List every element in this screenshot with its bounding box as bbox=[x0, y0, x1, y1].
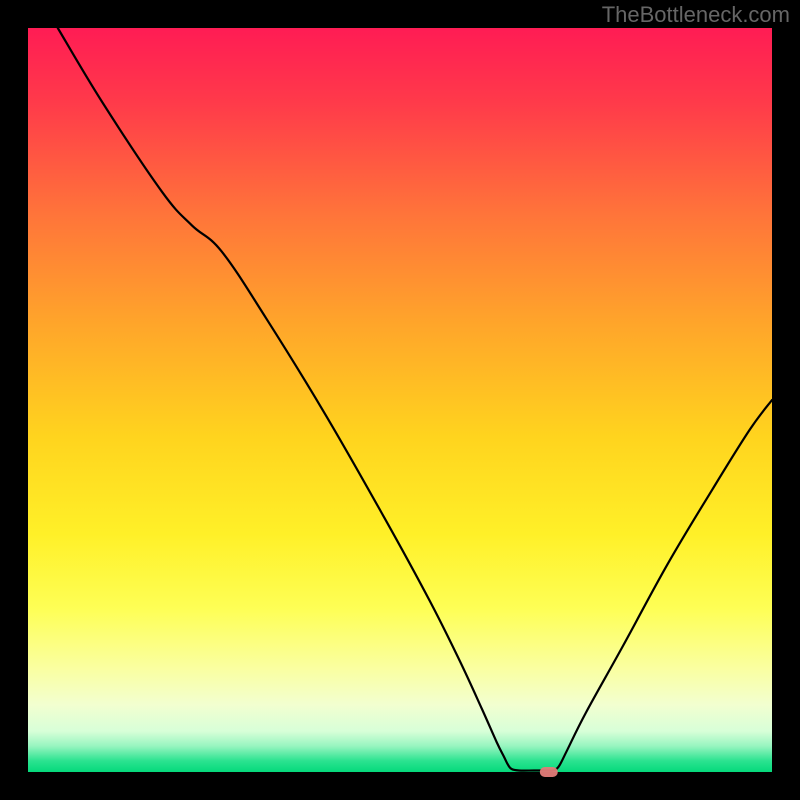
watermark-text: TheBottleneck.com bbox=[602, 2, 790, 28]
gradient-background bbox=[28, 28, 772, 772]
bottleneck-chart bbox=[0, 0, 800, 800]
optimum-marker bbox=[540, 767, 558, 777]
